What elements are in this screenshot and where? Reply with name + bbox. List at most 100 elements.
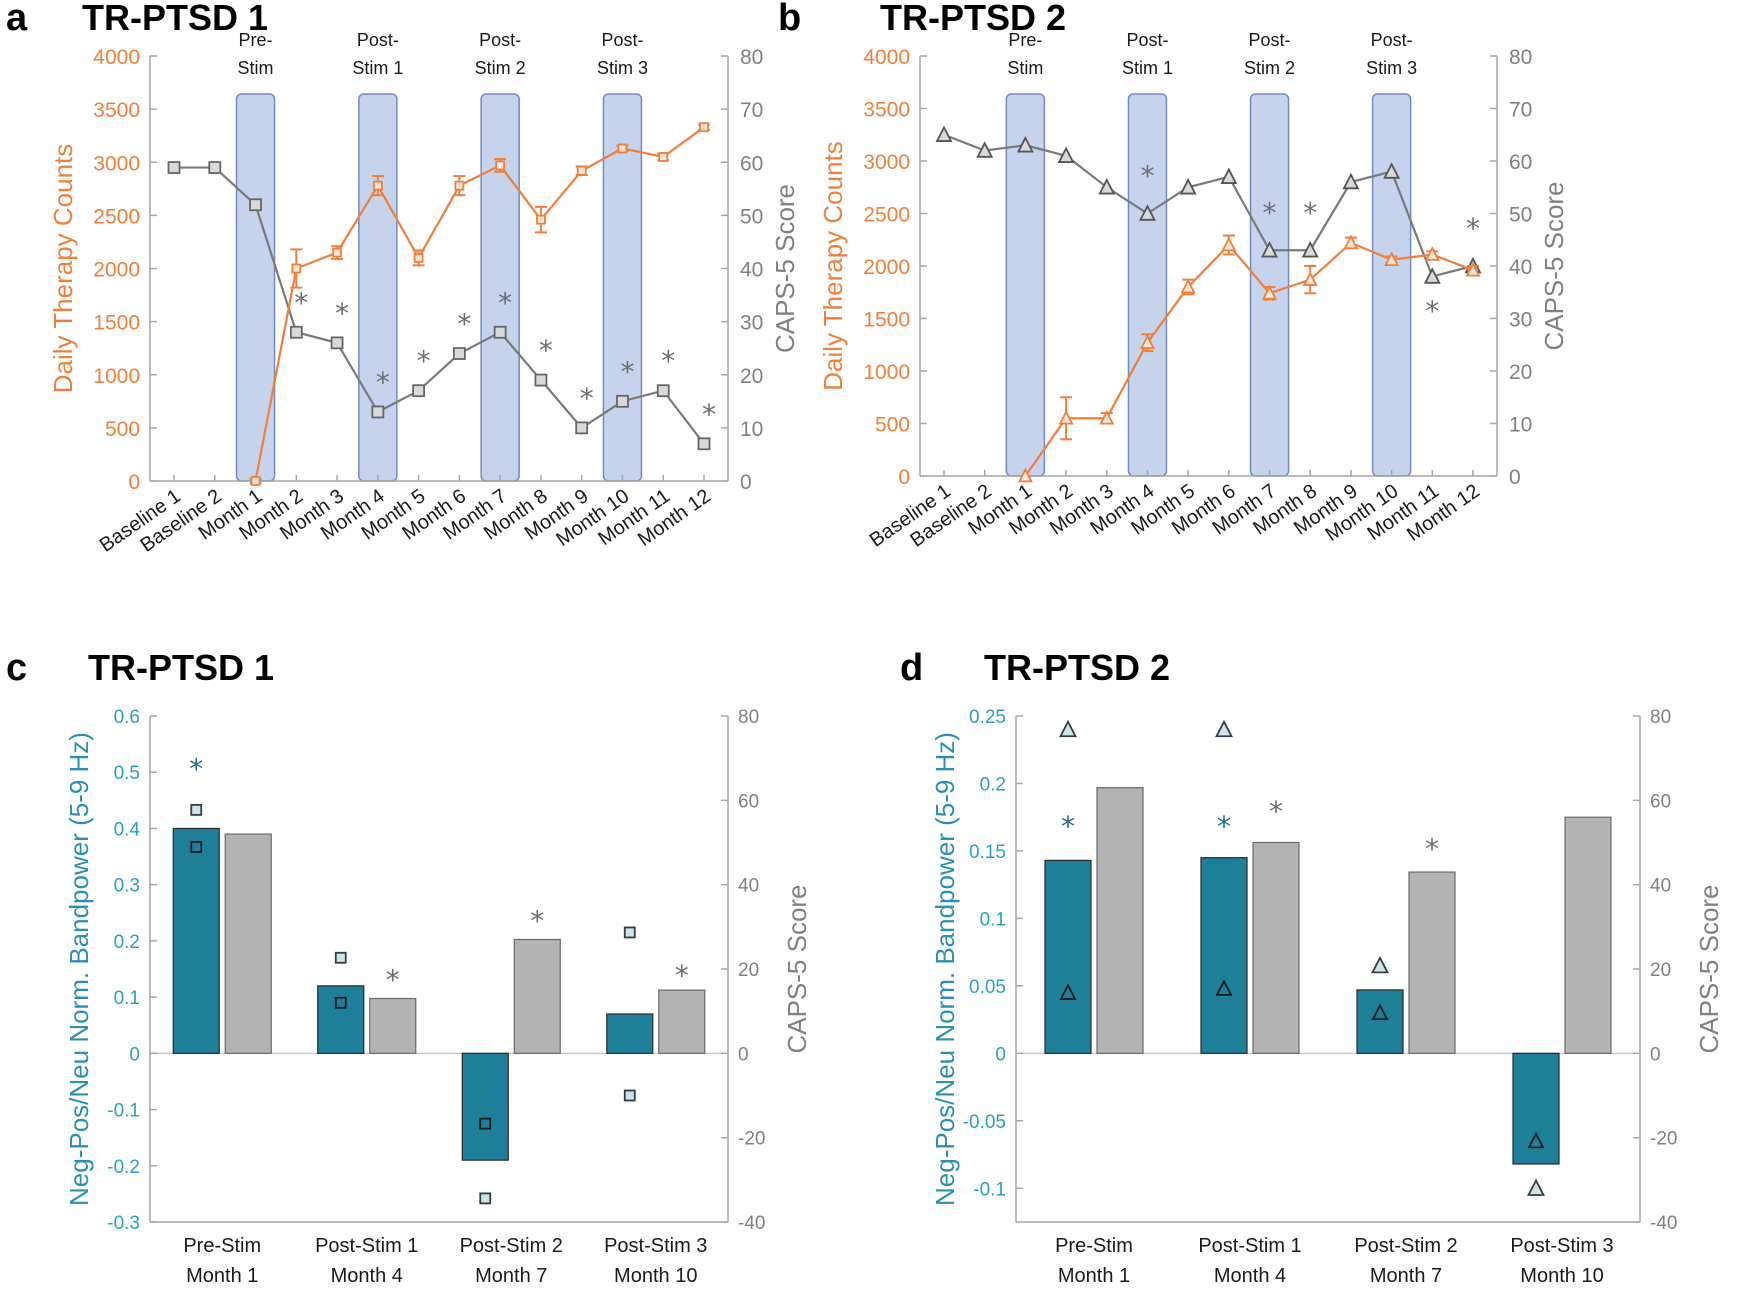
stim-band <box>235 93 276 482</box>
y-tick-label: 1500 <box>863 309 910 332</box>
bandpower-point-light <box>1215 719 1233 738</box>
therapy-point <box>291 263 302 274</box>
y-tick-label: 0.3 <box>114 876 140 897</box>
y-tick-label: -0.05 <box>963 1112 1006 1133</box>
caps-point <box>1301 240 1319 258</box>
panel-title: TR-PTSD 1 <box>88 647 274 688</box>
caps-point <box>1098 177 1116 195</box>
therapy-point <box>1139 334 1155 349</box>
y-tick-label: 2000 <box>863 256 910 279</box>
bandpower-point-dark <box>334 996 347 1009</box>
significance-star-gray: * <box>1269 795 1283 828</box>
stim-label-line1: Post- <box>1371 30 1413 50</box>
bandpower-bar <box>606 1013 654 1054</box>
significance-star: * <box>539 334 553 367</box>
y2-tick-label: 20 <box>740 365 763 388</box>
y-axis-title: Neg-Pos/Neu Norm. Bandpower (5-9 Hz) <box>64 732 94 1206</box>
y2-tick-label: 50 <box>1509 204 1532 227</box>
significance-star: * <box>1425 295 1439 328</box>
therapy-point <box>454 180 465 191</box>
x-category-label: Post-Stim 2 <box>460 1235 563 1257</box>
significance-star: * <box>620 355 634 388</box>
y-tick-label: 2500 <box>863 204 910 227</box>
y-tick-label: 0.25 <box>969 707 1006 728</box>
significance-star: * <box>294 286 308 319</box>
bandpower-point-light <box>1527 1178 1545 1196</box>
y2-tick-label: 50 <box>740 205 763 228</box>
stim-label-line2: Stim 3 <box>1366 58 1417 78</box>
y-tick-label: 0.15 <box>969 842 1006 863</box>
y-tick-label: 0.2 <box>114 932 140 953</box>
caps-point <box>452 347 466 360</box>
y2-tick-label: 80 <box>1650 707 1671 728</box>
caps-line <box>943 133 1474 278</box>
y-tick-label: 0 <box>129 1044 140 1065</box>
stim-label-line2: Stim 2 <box>1244 58 1295 78</box>
significance-star-teal: * <box>189 753 203 786</box>
therapy-point <box>1465 261 1481 277</box>
y-tick-label: -0.2 <box>107 1157 140 1178</box>
caps-point <box>534 373 548 387</box>
stim-label-line1: Pre- <box>239 30 273 50</box>
bandpower-bar <box>461 1052 509 1161</box>
significance-star: * <box>1263 196 1277 229</box>
y-tick-label: 1000 <box>93 365 140 388</box>
stim-label-line2: Stim 2 <box>475 58 526 78</box>
caps-point <box>289 325 303 339</box>
y-tick-label: -0.1 <box>107 1101 140 1122</box>
bandpower-point-light <box>190 803 203 816</box>
therapy-point <box>1343 234 1359 250</box>
y2-axis-title: CAPS-5 Score <box>1694 884 1724 1053</box>
panel-title: TR-PTSD 1 <box>82 0 268 38</box>
significance-star-teal: * <box>1217 810 1231 843</box>
y2-tick-label: 10 <box>1509 414 1532 437</box>
bandpower-bar <box>172 827 220 1054</box>
caps-point <box>249 198 262 212</box>
bandpower-bar <box>1200 857 1248 1054</box>
therapy-point <box>1221 236 1237 252</box>
bandpower-bar <box>1044 859 1092 1054</box>
significance-star: * <box>417 345 431 378</box>
therapy-point <box>413 252 424 263</box>
bandpower-point-dark <box>479 1117 492 1130</box>
y-tick-label: 3500 <box>863 99 910 122</box>
bandpower-point-dark <box>1059 983 1077 1000</box>
y2-tick-label: 0 <box>1509 466 1521 489</box>
y-tick-label: -0.1 <box>973 1179 1006 1200</box>
therapy-point <box>332 247 342 258</box>
caps-line <box>174 166 705 445</box>
y2-tick-label: 0 <box>740 471 752 494</box>
therapy-point <box>576 165 587 176</box>
y2-tick-label: 30 <box>740 312 763 335</box>
caps-point <box>1138 204 1156 221</box>
bandpower-point-light <box>1371 955 1389 974</box>
therapy-point <box>536 214 546 225</box>
stim-label-line1: Post- <box>357 30 399 50</box>
y-tick-label: 0.05 <box>969 977 1006 998</box>
caps-point <box>1016 135 1034 153</box>
y2-tick-label: 30 <box>1509 309 1532 332</box>
y-tick-label: 1500 <box>93 312 140 335</box>
stim-label-line2: Stim <box>1007 58 1043 78</box>
y2-tick-label: 40 <box>738 876 759 897</box>
y-axis-title: Neg-Pos/Neu Norm. Bandpower (5-9 Hz) <box>930 732 960 1206</box>
significance-star: * <box>335 297 349 330</box>
significance-star: * <box>580 382 594 415</box>
x-category-label: Pre-Stim <box>1055 1235 1133 1257</box>
x-category-label: Post-Stim 3 <box>1510 1235 1613 1257</box>
caps-point <box>208 161 222 174</box>
bandpower-point-light <box>623 926 636 939</box>
caps-point <box>935 125 953 142</box>
y-tick-label: 500 <box>875 414 910 437</box>
significance-star: * <box>1140 160 1154 193</box>
significance-star: * <box>661 345 675 378</box>
stim-label-line1: Post- <box>601 30 643 50</box>
x-category-sublabel: Month 1 <box>1058 1265 1130 1287</box>
stim-band <box>358 93 398 482</box>
caps-bar <box>1096 787 1144 1054</box>
x-category-label: Post-Stim 3 <box>604 1235 707 1257</box>
stim-label-line1: Post- <box>1249 30 1291 50</box>
therapy-line <box>1024 241 1474 477</box>
caps-bar <box>224 833 272 1054</box>
bandpower-bar <box>317 985 365 1054</box>
